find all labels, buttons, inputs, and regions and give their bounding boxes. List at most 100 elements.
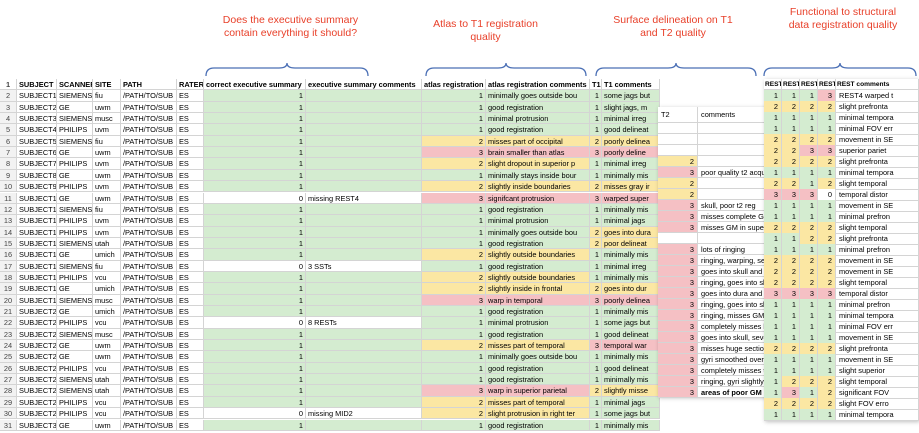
cell-id[interactable]: SUBJECT28 <box>17 396 57 409</box>
cell-atlas[interactable]: 3 <box>422 385 486 397</box>
cell-t1[interactable]: 1 <box>590 113 602 125</box>
t2-comment-cell[interactable]: poor quality t2 acqu <box>698 167 770 179</box>
rest-value-cell[interactable]: 3 <box>800 145 818 157</box>
cell-scanner[interactable]: GE <box>57 169 93 182</box>
cell-rater[interactable]: ES <box>177 101 204 114</box>
cell-exec-comment[interactable] <box>306 419 422 431</box>
rest-comment-cell[interactable]: minimal FOV err <box>836 321 919 333</box>
cell-atlas[interactable]: 2 <box>422 408 486 420</box>
rest-value-cell[interactable]: 2 <box>782 266 800 278</box>
cell-exec[interactable]: 1 <box>204 396 306 409</box>
rest-value-cell[interactable]: 1 <box>818 310 836 322</box>
cell-rater[interactable]: ES <box>177 237 204 250</box>
rest-column-header[interactable]: REST4 <box>818 79 836 91</box>
cell-atlas[interactable]: 2 <box>422 249 486 261</box>
rest-value-cell[interactable]: 1 <box>782 409 800 421</box>
cell-exec-comment[interactable] <box>306 181 422 193</box>
rest-comment-cell[interactable]: movement in SE <box>836 134 919 146</box>
cell-scanner[interactable]: GE <box>57 101 93 114</box>
cell-t1-comment[interactable]: minimally mis <box>602 419 660 431</box>
cell-t1-comment[interactable]: minimal jags <box>602 396 660 409</box>
cell-rater[interactable]: ES <box>177 351 204 363</box>
rest-value-cell[interactable]: 2 <box>818 233 836 245</box>
cell-id[interactable]: SUBJECT23 <box>17 340 57 352</box>
rest-comment-cell[interactable]: slight prefronta <box>836 233 919 245</box>
cell-atlas-comment[interactable]: minimal protrusion <box>486 317 590 329</box>
cell-t1-comment[interactable]: warped super <box>602 192 660 204</box>
cell-exec[interactable]: 1 <box>204 124 306 136</box>
cell-id[interactable]: SUBJECT10 <box>17 192 57 204</box>
rest-value-cell[interactable]: 2 <box>800 343 818 355</box>
rest-comment-cell[interactable]: slight temporal <box>836 277 919 289</box>
column-header-path[interactable]: PATH <box>121 79 177 91</box>
rest-value-cell[interactable]: 1 <box>764 409 782 421</box>
t2-comment-cell[interactable]: misses huge section <box>698 343 770 355</box>
rest-comment-cell[interactable]: minimal tempora <box>836 112 919 124</box>
cell-site[interactable]: vcu <box>93 408 121 420</box>
rest-value-cell[interactable]: 2 <box>800 134 818 146</box>
cell-atlas-comment[interactable]: misses part of temporal <box>486 340 590 352</box>
rest-value-cell[interactable]: 1 <box>782 211 800 223</box>
rest-comment-cell[interactable]: minimal tempora <box>836 310 919 322</box>
cell-exec[interactable]: 0 <box>204 260 306 272</box>
rest-comment-cell[interactable]: minimal tempora <box>836 409 919 421</box>
cell-scanner[interactable]: GE <box>57 283 93 295</box>
cell-atlas-comment[interactable]: misses part of temporal <box>486 396 590 409</box>
cell-t1[interactable]: 1 <box>590 408 602 420</box>
rest-value-cell[interactable]: 2 <box>800 233 818 245</box>
cell-t1-comment[interactable]: poorly deline <box>602 147 660 159</box>
cell-t1[interactable]: 2 <box>590 385 602 397</box>
cell-path[interactable]: /PATH/TO/SUB <box>121 158 177 170</box>
cell-scanner[interactable]: PHILIPS <box>57 408 93 420</box>
cell-exec[interactable]: 1 <box>204 283 306 295</box>
cell-atlas-comment[interactable]: good registration <box>486 260 590 272</box>
cell-id[interactable]: SUBJECT4 <box>17 124 57 136</box>
rest-value-cell[interactable]: 0 <box>818 189 836 201</box>
cell-site[interactable]: uvm <box>93 226 121 238</box>
cell-atlas-comment[interactable]: good registration <box>486 374 590 386</box>
cell-atlas[interactable]: 1 <box>422 328 486 341</box>
cell-atlas-comment[interactable]: warp in temporal <box>486 294 590 306</box>
rest-value-cell[interactable]: 3 <box>800 288 818 300</box>
cell-id[interactable]: SUBJECT25 <box>17 362 57 375</box>
cell-id[interactable]: SUBJECT16 <box>17 260 57 272</box>
rest-value-cell[interactable]: 1 <box>800 354 818 366</box>
rest-comment-cell[interactable]: minimal prefron <box>836 244 919 256</box>
cell-scanner[interactable]: PHILIPS <box>57 396 93 409</box>
t2-comments-header[interactable]: comments <box>698 107 770 123</box>
cell-site[interactable]: vcu <box>93 362 121 375</box>
rest-value-cell[interactable]: 1 <box>782 200 800 212</box>
rest-value-cell[interactable]: 1 <box>764 321 782 333</box>
cell-site[interactable]: uwm <box>93 351 121 363</box>
cell-rater[interactable]: ES <box>177 181 204 193</box>
cell-t1-comment[interactable]: good delineat <box>602 124 660 136</box>
rest-value-cell[interactable]: 2 <box>782 145 800 157</box>
cell-exec[interactable]: 0 <box>204 317 306 329</box>
cell-id[interactable]: SUBJECT13 <box>17 226 57 238</box>
cell-rater[interactable]: ES <box>177 90 204 102</box>
cell-t1[interactable]: 2 <box>590 283 602 295</box>
cell-scanner[interactable]: SIEMENS <box>57 90 93 102</box>
cell-exec[interactable]: 1 <box>204 419 306 431</box>
rest-value-cell[interactable]: 2 <box>800 101 818 113</box>
rest-value-cell[interactable]: 1 <box>800 321 818 333</box>
rest-value-cell[interactable]: 3 <box>782 189 800 201</box>
cell-scanner[interactable]: PHILIPS <box>57 158 93 170</box>
column-header-id[interactable]: SUBJECT ID <box>17 79 57 91</box>
rest-column-header[interactable]: REST comments <box>836 79 919 91</box>
cell-exec-comment[interactable] <box>306 249 422 261</box>
t2-comment-cell[interactable] <box>698 178 770 190</box>
cell-atlas[interactable]: 1 <box>422 203 486 216</box>
t2-value-cell[interactable]: 3 <box>658 354 698 366</box>
rest-value-cell[interactable]: 1 <box>818 200 836 212</box>
rest-value-cell[interactable]: 2 <box>818 398 836 410</box>
cell-id[interactable]: SUBJECT9 <box>17 181 57 193</box>
rest-value-cell[interactable]: 2 <box>818 156 836 168</box>
cell-atlas[interactable]: 1 <box>422 351 486 363</box>
t2-value-cell[interactable]: 3 <box>658 266 698 278</box>
cell-exec-comment[interactable]: 3 SSTs <box>306 260 422 272</box>
cell-id[interactable]: SUBJECT14 <box>17 237 57 250</box>
cell-t1-comment[interactable]: misses gray ir <box>602 181 660 193</box>
rest-value-cell[interactable]: 1 <box>800 167 818 179</box>
cell-rater[interactable]: ES <box>177 158 204 170</box>
